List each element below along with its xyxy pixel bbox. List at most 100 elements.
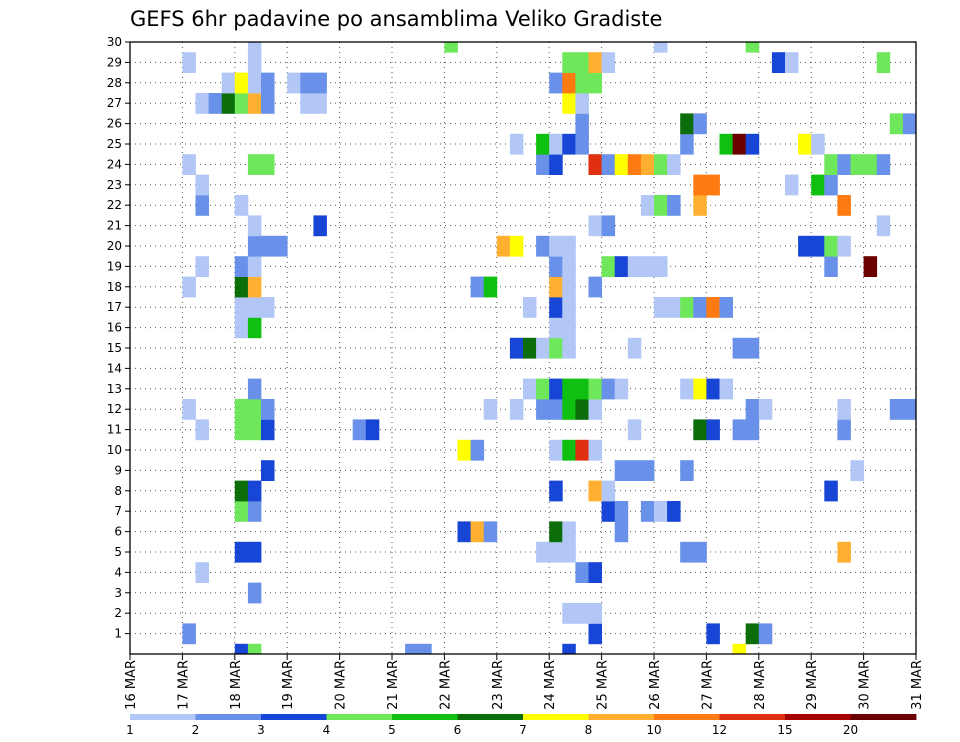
heatmap-cell: [234, 93, 249, 114]
heatmap-cell: [247, 501, 262, 522]
heatmap-cell: [588, 276, 602, 298]
heatmap-cell: [536, 133, 550, 155]
heatmap-cell: [365, 419, 380, 441]
y-tick-label: 21: [107, 219, 122, 233]
legend-label: 12: [712, 723, 727, 737]
heatmap-cell: [247, 582, 262, 604]
heatmap-cell: [562, 297, 576, 318]
heatmap-cell: [889, 399, 904, 420]
heatmap-cell: [680, 378, 694, 400]
heatmap-cell: [549, 256, 563, 277]
heatmap-cell: [261, 419, 275, 441]
heatmap-cell: [536, 378, 550, 400]
color-legend: 1 2 3 4 5 6 7 8 10 12 15 20: [126, 714, 917, 737]
x-axis-ticks: 16 MAR 17 MAR 18 MAR 19 MAR 20 MAR 21 MAR 22 M…: [124, 654, 925, 710]
heatmap-cell: [195, 93, 209, 114]
heatmap-cell: [509, 399, 524, 420]
heatmap-cell: [261, 154, 275, 175]
heatmap-cell: [549, 72, 563, 94]
legend-color-segment: [261, 714, 327, 720]
y-axis-ticks: 1234567891011121314151617181920212223242…: [107, 35, 130, 641]
heatmap-cell: [234, 541, 249, 563]
heatmap-cell: [247, 93, 262, 114]
heatmap-cell: [182, 623, 196, 645]
heatmap-cell: [627, 460, 642, 481]
heatmap-cell: [523, 337, 537, 359]
heatmap-cell: [234, 501, 249, 522]
heatmap-cell: [352, 419, 367, 441]
heatmap-cell: [509, 337, 524, 359]
heatmap-cell: [562, 52, 576, 73]
heatmap-cell: [536, 337, 550, 359]
heatmap-cell: [234, 276, 249, 298]
y-tick-label: 4: [114, 565, 122, 579]
heatmap-cell: [247, 52, 262, 73]
heatmap-cell: [221, 93, 236, 114]
y-tick-label: 13: [107, 382, 122, 396]
y-tick-label: 16: [107, 321, 122, 335]
heatmap-cell: [680, 460, 694, 481]
legend-label: 4: [323, 723, 331, 737]
heatmap-cell: [693, 174, 707, 196]
legend-label: 1: [126, 723, 134, 737]
heatmap-cell: [247, 72, 262, 94]
heatmap-cell: [614, 154, 629, 175]
heatmap-cell: [247, 154, 262, 175]
legend-color-segment: [654, 714, 720, 720]
heatmap-cell: [509, 235, 524, 257]
x-tick-label: 18 MAR: [229, 660, 244, 710]
heatmap-cell: [300, 93, 314, 114]
x-tick-label: 23 MAR: [491, 660, 506, 710]
heatmap-cell: [588, 480, 602, 502]
y-tick-label: 15: [107, 341, 122, 355]
x-tick-label: 19 MAR: [281, 660, 296, 710]
heatmap-cell: [470, 521, 485, 543]
heatmap-cell: [575, 562, 589, 583]
heatmap-cell: [247, 317, 262, 339]
heatmap-cell: [234, 419, 249, 441]
heatmap-cell: [562, 603, 576, 624]
legend-color-segment: [523, 714, 589, 720]
heatmap-cell: [313, 93, 327, 114]
heatmap-cell: [654, 501, 668, 522]
heatmap-cell: [771, 52, 786, 73]
heatmap-cell: [470, 439, 485, 461]
heatmap-cell: [889, 113, 904, 135]
heatmap-cell: [837, 419, 851, 441]
heatmap-cell: [221, 72, 236, 94]
heatmap-cell: [745, 337, 760, 359]
heatmap-cell: [902, 113, 917, 135]
heatmap-cell: [575, 133, 589, 155]
heatmap-cell: [457, 439, 471, 461]
heatmap-cell: [667, 154, 681, 175]
x-tick-label: 29 MAR: [805, 660, 820, 710]
heatmap-cell: [536, 399, 550, 420]
heatmap-cell: [483, 521, 498, 543]
heatmap-cell: [549, 154, 563, 175]
heatmap-cell: [627, 256, 642, 277]
heatmap-cell: [247, 643, 262, 655]
heatmap-cell: [811, 174, 825, 196]
y-tick-label: 9: [114, 463, 122, 477]
heatmap-cell: [483, 399, 498, 420]
heatmap-cell: [549, 235, 563, 257]
legend-label: 8: [585, 723, 593, 737]
chart-title: GEFS 6hr padavine po ansamblima Veliko G…: [130, 7, 662, 31]
x-tick-label: 25 MAR: [596, 660, 611, 710]
heatmap-cell: [549, 133, 563, 155]
legend-label: 3: [257, 723, 265, 737]
x-tick-label: 21 MAR: [386, 660, 401, 710]
heatmap-cell: [588, 623, 602, 645]
heatmap-cell: [640, 195, 655, 216]
heatmap-cell: [549, 541, 563, 563]
heatmap-cell: [287, 72, 301, 94]
heatmap-cell: [837, 399, 851, 420]
heatmap-cell: [614, 460, 629, 481]
legend-color-segment: [195, 714, 262, 720]
y-tick-label: 11: [107, 423, 122, 437]
heatmap-cell: [601, 501, 616, 522]
heatmap-cell: [785, 52, 799, 73]
heatmap-cell: [234, 297, 249, 318]
heatmap-cell: [549, 480, 563, 502]
